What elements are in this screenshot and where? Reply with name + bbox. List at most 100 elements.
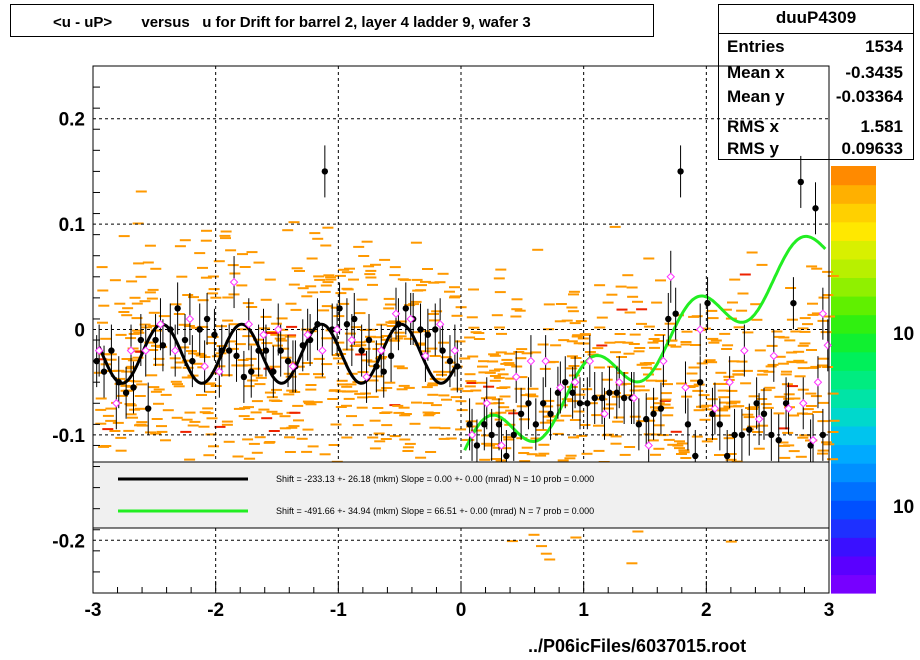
histogram-cell xyxy=(483,385,495,388)
palette-cell xyxy=(831,537,876,557)
histogram-cell xyxy=(569,322,581,325)
histogram-cell xyxy=(806,265,818,268)
histogram-cell xyxy=(511,308,523,311)
histogram-cell xyxy=(818,296,830,299)
stats-label: RMS x xyxy=(727,117,779,136)
histogram-cell xyxy=(153,357,165,360)
histogram-cell xyxy=(97,321,108,324)
histogram-cell xyxy=(766,344,778,347)
histogram-cell xyxy=(148,311,160,314)
data-point-open xyxy=(710,404,720,413)
data-point xyxy=(488,431,495,439)
histogram-cell xyxy=(789,397,801,400)
histogram-cell xyxy=(566,367,578,370)
histogram-cell xyxy=(404,304,416,307)
histogram-cell xyxy=(174,245,186,248)
data-point xyxy=(606,389,613,396)
histogram-cell xyxy=(496,332,507,335)
histogram-cell xyxy=(710,339,722,342)
histogram-cell xyxy=(611,395,623,398)
stats-value: 0.09633 xyxy=(841,139,903,158)
histogram-cell xyxy=(330,306,342,309)
histogram-cell xyxy=(615,285,627,288)
histogram-cell xyxy=(438,437,450,440)
histogram-cell xyxy=(170,303,182,306)
histogram-cell xyxy=(465,380,477,383)
histogram-cell xyxy=(515,357,527,360)
histogram-cell xyxy=(504,363,516,366)
histogram-cell xyxy=(748,395,760,398)
histogram-cell xyxy=(194,252,206,255)
histogram-cell xyxy=(489,354,501,357)
histogram-cell xyxy=(451,314,463,317)
histogram-cell xyxy=(248,442,260,445)
data-point-open xyxy=(666,272,676,282)
histogram-cell xyxy=(307,291,319,294)
histogram-cell xyxy=(760,389,772,392)
histogram-cell xyxy=(334,274,346,277)
histogram-cell xyxy=(450,396,462,399)
stats-value: -0.3435 xyxy=(845,63,903,82)
histogram-cell xyxy=(802,412,813,415)
stats-value: -0.03364 xyxy=(835,87,903,106)
histogram-cell xyxy=(591,414,603,417)
histogram-cell xyxy=(566,355,578,358)
histogram-cell xyxy=(662,406,674,409)
histogram-cell xyxy=(249,367,261,370)
histogram-cell xyxy=(497,373,509,376)
histogram-cell xyxy=(197,266,208,269)
data-point-open xyxy=(215,367,224,376)
histogram-cell xyxy=(445,437,457,440)
histogram-cell xyxy=(322,281,334,284)
histogram-cell xyxy=(779,444,791,447)
histogram-cell xyxy=(237,359,249,361)
data-point-open xyxy=(659,356,668,366)
histogram-cell xyxy=(596,344,608,347)
histogram-cell xyxy=(439,427,451,430)
histogram-cell xyxy=(477,365,488,368)
histogram-cell xyxy=(195,354,207,357)
histogram-cell xyxy=(158,315,170,318)
histogram-cell xyxy=(690,344,701,346)
histogram-cell xyxy=(144,341,156,344)
histogram-cell xyxy=(367,436,379,439)
histogram-cell xyxy=(594,284,606,287)
histogram-cell xyxy=(289,411,301,414)
histogram-cell xyxy=(765,365,777,368)
data-point xyxy=(336,305,343,312)
x-tick-label: -3 xyxy=(85,600,102,621)
histogram-cell xyxy=(729,400,741,403)
histogram-cell xyxy=(650,453,661,456)
histogram-cell xyxy=(655,279,666,282)
histogram-cell xyxy=(810,365,822,368)
chart-title: <u - uP> versus u for Drift for barrel 2… xyxy=(53,14,531,31)
histogram-cell xyxy=(594,394,606,397)
histogram-cell xyxy=(225,340,237,343)
histogram-cell xyxy=(793,359,805,362)
palette-cell xyxy=(831,425,876,446)
histogram-cell xyxy=(764,386,776,389)
histogram-cell xyxy=(336,379,348,382)
data-point xyxy=(358,347,365,354)
histogram-cell xyxy=(264,391,276,394)
histogram-cell xyxy=(725,540,737,543)
histogram-cell xyxy=(704,359,716,362)
histogram-cell xyxy=(719,407,731,410)
histogram-cell xyxy=(651,301,663,304)
histogram-cell xyxy=(794,375,806,378)
histogram-cell xyxy=(584,351,596,353)
histogram-cell xyxy=(367,283,378,286)
histogram-cell xyxy=(139,300,151,303)
data-point xyxy=(569,389,576,396)
histogram-cell xyxy=(678,449,690,452)
histogram-cell xyxy=(807,313,819,316)
histogram-cell xyxy=(290,308,302,311)
fit-legend: Shift = -233.13 +- 26.18 (mkm) Slope = 0… xyxy=(92,461,830,529)
histogram-cell xyxy=(134,407,146,410)
histogram-cell xyxy=(96,358,108,361)
histogram-cell xyxy=(389,339,401,342)
palette-cell xyxy=(831,296,876,316)
data-point-open xyxy=(332,325,342,334)
histogram-cell xyxy=(827,275,839,277)
histogram-cell xyxy=(706,309,718,312)
